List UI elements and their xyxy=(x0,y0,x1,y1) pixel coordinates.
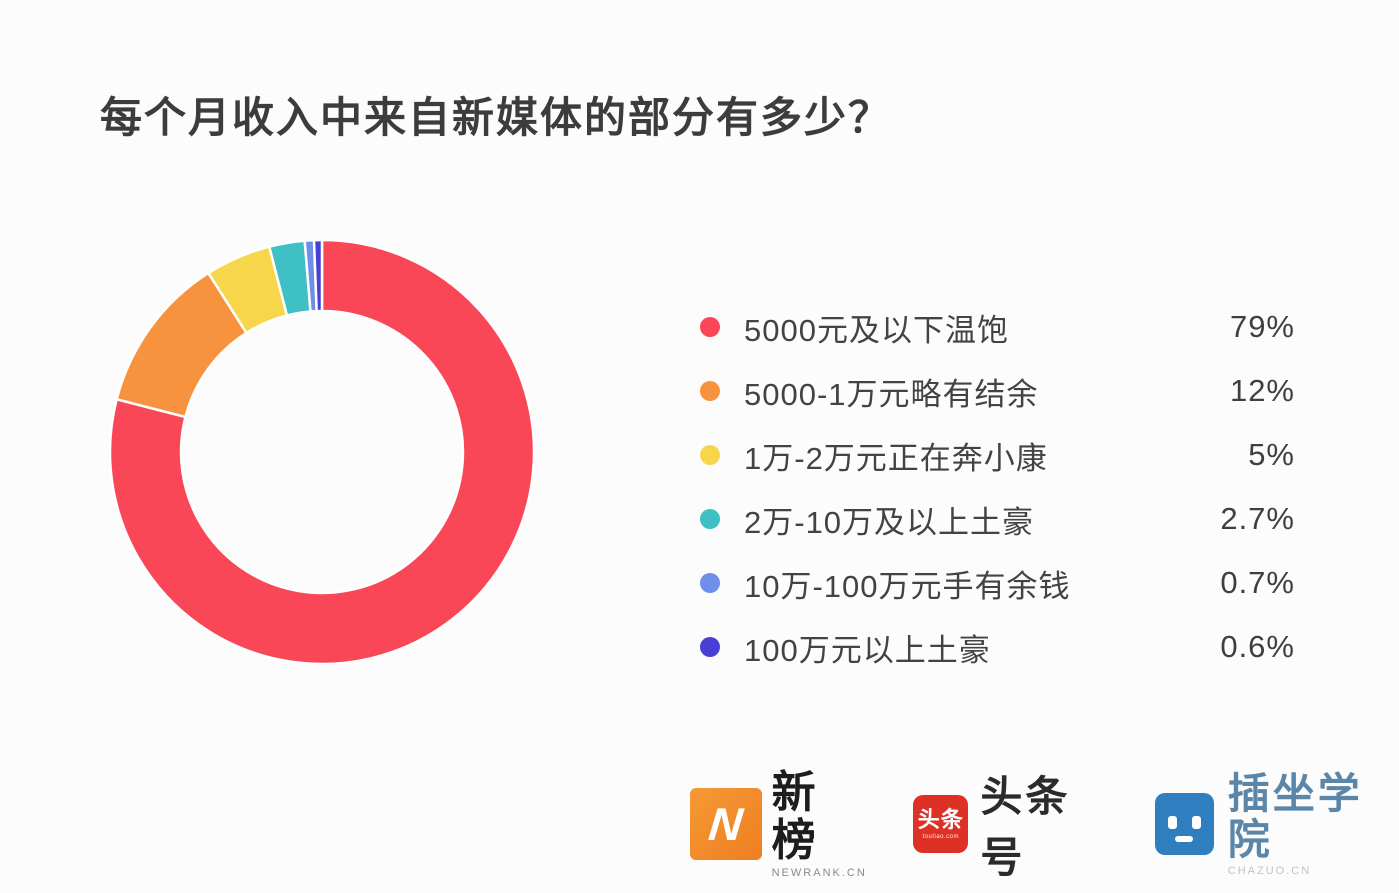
newrank-brand: N 新榜 NEWRANK.CN xyxy=(690,767,867,880)
page-title: 每个月收入中来自新媒体的部分有多少？ xyxy=(100,94,893,141)
chazuo-mouth-icon xyxy=(1175,836,1194,842)
legend-percentage: 5% xyxy=(1248,437,1295,472)
legend-color-dot-icon xyxy=(700,317,720,337)
donut-slice-0 xyxy=(108,238,536,666)
newrank-name: 新榜 xyxy=(771,767,820,865)
legend-row: 100万元以上土豪 0.6% xyxy=(700,615,1295,679)
chazuo-eye-icon xyxy=(1167,816,1177,829)
toutiao-badge-text: 头条 xyxy=(917,806,964,832)
legend-label: 100万元以上土豪 xyxy=(744,632,991,668)
toutiao-name: 头条号 xyxy=(980,773,1071,881)
donut-chart xyxy=(82,212,562,692)
legend-label: 1万-2万元正在奔小康 xyxy=(744,440,1048,476)
legend-color-dot-icon xyxy=(700,509,720,529)
legend-row: 10万-100万元手有余钱 0.7% xyxy=(700,551,1295,615)
legend-percentage: 0.6% xyxy=(1220,629,1295,664)
chazuo-caption: CHAZUO.CN xyxy=(1227,865,1312,878)
legend-row: 2万-10万及以上土豪 2.7% xyxy=(700,487,1295,551)
chazuo-eye-icon xyxy=(1191,816,1201,829)
legend-color-dot-icon xyxy=(700,381,720,401)
chazuo-name: 插坐学院 xyxy=(1227,769,1363,863)
legend-label: 2万-10万及以上土豪 xyxy=(744,504,1035,540)
toutiao-logo-icon: 头条 toutiao.com xyxy=(913,795,969,853)
newrank-logo-letter: N xyxy=(706,798,746,850)
chazuo-face-icon xyxy=(1154,793,1214,855)
footer-logos: N 新榜 NEWRANK.CN 头条 toutiao.com 头条号 插坐学院 … xyxy=(690,763,1399,885)
legend-row: 5000元及以下温饱 79% xyxy=(700,295,1295,359)
legend-color-dot-icon xyxy=(700,573,720,593)
donut-slice-5 xyxy=(312,238,324,313)
legend-percentage: 79% xyxy=(1229,309,1295,344)
newrank-logo-icon: N xyxy=(690,788,762,860)
legend-label: 5000元及以下温饱 xyxy=(744,312,1009,348)
legend-percentage: 2.7% xyxy=(1220,501,1295,536)
legend-color-dot-icon xyxy=(700,445,720,465)
legend-row: 1万-2万元正在奔小康 5% xyxy=(700,423,1295,487)
toutiao-badge-caption: toutiao.com xyxy=(922,833,960,840)
chazuo-brand: 插坐学院 CHAZUO.CN xyxy=(1154,769,1399,878)
legend-row: 5000-1万元略有结余 12% xyxy=(700,359,1295,423)
donut-chart-svg xyxy=(108,238,536,666)
legend-label: 10万-100万元手有余钱 xyxy=(744,568,1071,604)
toutiao-brand: 头条 toutiao.com 头条号 xyxy=(913,763,1109,885)
legend-percentage: 0.7% xyxy=(1220,565,1295,600)
legend-color-dot-icon xyxy=(700,637,720,657)
legend-label: 5000-1万元略有结余 xyxy=(744,376,1039,412)
newrank-caption: NEWRANK.CN xyxy=(771,867,867,880)
legend-percentage: 12% xyxy=(1229,373,1295,408)
chart-legend: 5000元及以下温饱 79% 5000-1万元略有结余 12% 1万-2万元正在… xyxy=(700,295,1295,679)
